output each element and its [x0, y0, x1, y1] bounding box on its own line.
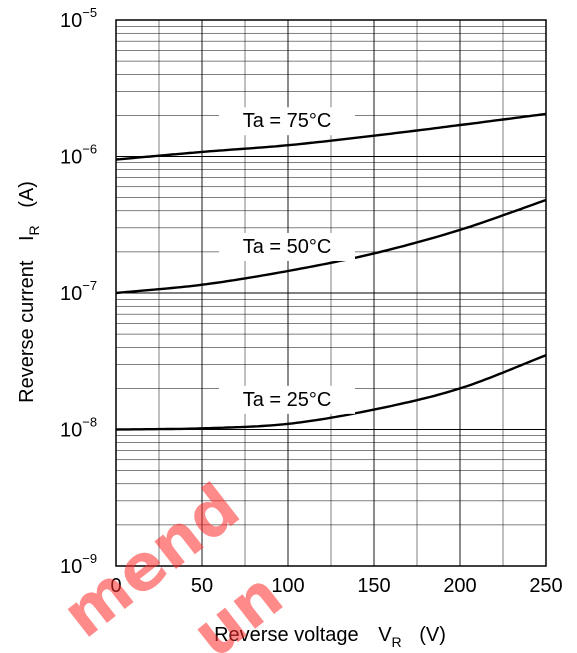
- curve-label: Ta = 75°C: [243, 110, 332, 132]
- y-axis-symbol: I: [16, 235, 38, 241]
- x-tick-label: 150: [357, 575, 390, 597]
- curves: Ta = 75°C Ta = 50°C Ta = 25°C: [115, 107, 547, 431]
- x-tick-label: 0: [110, 575, 121, 597]
- x-tick-label: 200: [443, 575, 476, 597]
- curve-label-background: [219, 232, 355, 261]
- x-tick-labels: 0 50 100 150 200 250: [110, 575, 562, 597]
- y-tick-label: 10−6: [60, 142, 97, 169]
- x-axis-symbol: V: [378, 624, 392, 646]
- x-axis-unit: (V): [419, 624, 446, 646]
- curve-label: Ta = 50°C: [243, 236, 332, 258]
- series-line: [115, 112, 547, 161]
- y-tick-label: 10−5: [60, 5, 97, 32]
- x-tick-label: 250: [529, 575, 562, 597]
- series-line: [115, 198, 547, 295]
- y-axis-unit: (A): [16, 181, 38, 208]
- x-tick-label: 50: [191, 575, 213, 597]
- y-tick-label: 10−9: [60, 551, 97, 578]
- y-axis-title-main: Reverse current: [16, 260, 38, 403]
- curve-label-background: [219, 385, 355, 414]
- y-axis-symbol-subscript: R: [26, 225, 42, 235]
- x-axis-title-main: Reverse voltage: [214, 624, 359, 646]
- y-tick-labels: 10−9 10−8 10−7 10−6 10−5: [60, 5, 97, 578]
- y-tick-label: 10−7: [60, 278, 97, 305]
- curve-label-background: [219, 107, 355, 136]
- x-tick-label: 100: [271, 575, 304, 597]
- y-axis-title: Reverse current IR (A): [16, 181, 44, 403]
- y-tick-label: 10−8: [60, 415, 97, 442]
- x-axis-title: Reverse voltage VR (V): [214, 624, 446, 652]
- curve-label: Ta = 25°C: [243, 389, 332, 411]
- x-axis-symbol-subscript: R: [392, 634, 402, 650]
- grid: [115, 19, 547, 567]
- series-line: [115, 354, 547, 431]
